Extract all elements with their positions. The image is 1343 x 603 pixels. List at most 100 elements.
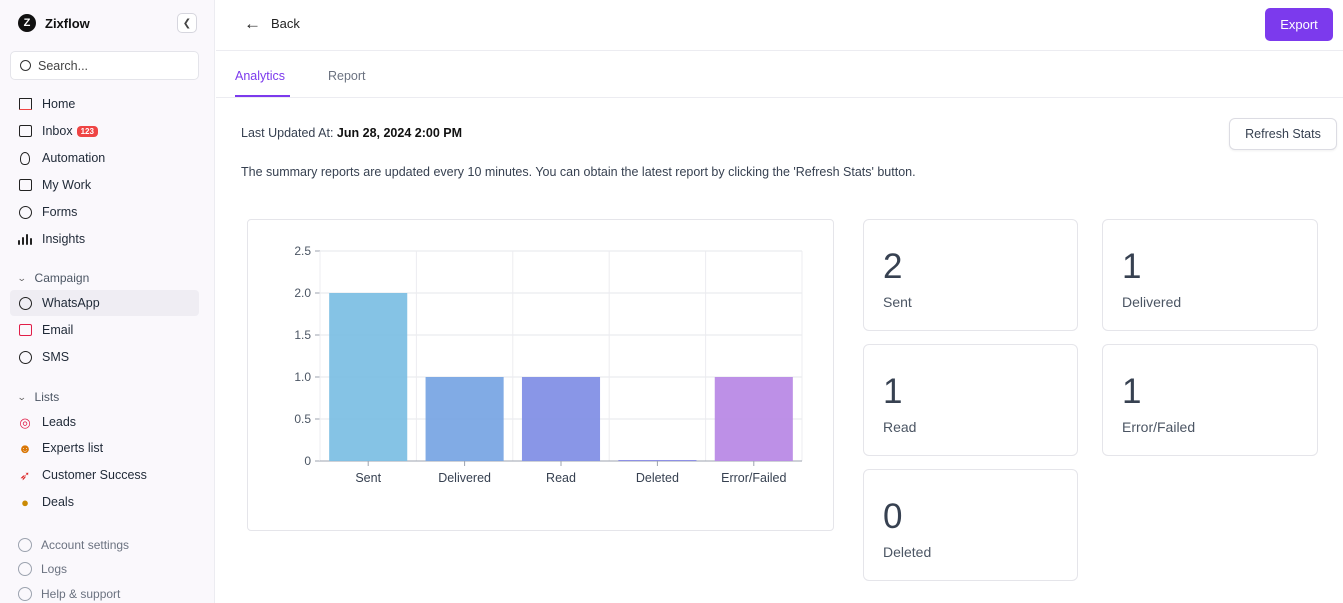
active-tab-indicator — [235, 95, 290, 97]
sidebar: Z Zixflow ❮ Home Inbox 123 Automation My… — [0, 0, 215, 603]
sidebar-item-label: Deals — [42, 495, 74, 509]
bar-deleted — [618, 460, 697, 461]
stat-label: Read — [883, 419, 917, 435]
sidebar-item-label: Email — [42, 323, 74, 337]
refresh-stats-button[interactable]: Refresh Stats — [1229, 118, 1337, 150]
nerd-face-emoji-icon: ☻ — [18, 440, 32, 456]
rocket-emoji-icon: ➶ — [19, 467, 31, 483]
stat-value: 1 — [1122, 247, 1142, 286]
help-icon — [18, 587, 32, 601]
sidebar-item-label: Customer Success — [42, 468, 147, 482]
bulb-icon — [18, 151, 32, 165]
y-tick-label: 2.0 — [294, 286, 311, 300]
back-label: Back — [271, 16, 300, 31]
sidebar-item-whatsapp[interactable]: WhatsApp — [10, 290, 199, 316]
tab-analytics[interactable]: Analytics — [235, 69, 286, 83]
y-tick-label: 1.5 — [294, 328, 311, 342]
stat-value: 0 — [883, 497, 903, 536]
arrow-left-icon: ← — [244, 14, 261, 33]
sidebar-item-sms[interactable]: SMS — [10, 344, 199, 370]
sidebar-item-label: Experts list — [42, 441, 104, 455]
home-icon — [18, 97, 32, 111]
collapse-sidebar-button[interactable]: ❮ — [177, 13, 197, 33]
sidebar-item-logs[interactable]: Logs — [18, 562, 67, 576]
y-tick-label: 1.0 — [294, 370, 311, 384]
sidebar-item-account-settings[interactable]: Account settings — [18, 538, 129, 552]
sidebar-item-inbox[interactable]: Inbox 123 — [10, 118, 199, 144]
sidebar-item-label: SMS — [42, 350, 70, 364]
stat-value: 2 — [883, 247, 903, 286]
sidebar-item-insights[interactable]: Insights — [10, 226, 199, 252]
stat-card-delivered: 1 Delivered — [1102, 219, 1318, 331]
x-tick-label: Read — [546, 471, 576, 485]
last-updated-value: Jun 28, 2024 2:00 PM — [336, 126, 462, 140]
stat-label: Deleted — [883, 544, 932, 560]
clock-icon — [18, 562, 32, 576]
sidebar-item-label: Inbox — [42, 124, 73, 138]
sidebar-item-my-work[interactable]: My Work — [10, 172, 199, 198]
stat-card-error-failed: 1 Error/Failed — [1102, 344, 1318, 456]
sidebar-item-help-support[interactable]: Help & support — [18, 587, 120, 601]
stat-value: 1 — [883, 372, 903, 411]
stat-value: 1 — [1122, 372, 1142, 411]
tab-report[interactable]: Report — [328, 69, 366, 83]
money-bag-emoji-icon: ● — [21, 494, 29, 510]
sidebar-item-label: WhatsApp — [42, 296, 100, 310]
y-tick-label: 2.5 — [294, 244, 311, 258]
sidebar-item-email[interactable]: Email — [10, 317, 199, 343]
chevron-left-icon: ❮ — [182, 17, 192, 29]
stat-card-sent: 2 Sent — [863, 219, 1078, 331]
sidebar-item-label: Automation — [42, 151, 106, 165]
chevron-down-icon: ⌄ — [16, 272, 27, 283]
zixflow-logo-icon: Z — [18, 14, 36, 32]
top-bar: ← Back Export — [216, 0, 1343, 51]
sidebar-item-label: My Work — [42, 178, 92, 192]
bar-read — [521, 377, 601, 461]
sidebar-item-home[interactable]: Home — [10, 91, 199, 117]
sidebar-item-automation[interactable]: Automation — [10, 145, 199, 171]
lists-section-header[interactable]: ⌄ Lists — [16, 390, 59, 404]
sidebar-item-customer-success[interactable]: ➶ Customer Success — [10, 462, 199, 488]
search-box[interactable] — [10, 51, 199, 80]
stat-label: Delivered — [1122, 294, 1182, 310]
section-label: Campaign — [34, 271, 90, 285]
x-tick-label: Deleted — [636, 471, 679, 485]
chat-bubble-icon — [18, 350, 32, 364]
inbox-icon — [18, 124, 32, 138]
bar-chart-icon — [18, 232, 32, 246]
sidebar-item-forms[interactable]: Forms — [10, 199, 199, 225]
stat-card-read: 1 Read — [863, 344, 1078, 456]
sidebar-item-label: Leads — [42, 415, 77, 429]
sidebar-item-experts-list[interactable]: ☻ Experts list — [10, 435, 199, 461]
stats-bar-chart: 0 0.5 1.0 1.5 2.0 2.5 Sent Delivered Read Deleted… — [294, 244, 803, 485]
inbox-count-badge: 123 — [76, 125, 98, 137]
sidebar-item-label: Logs — [41, 562, 68, 576]
y-tick-label: 0.5 — [294, 412, 311, 426]
sidebar-item-deals[interactable]: ● Deals — [10, 489, 199, 515]
summary-note: The summary reports are updated every 10… — [241, 165, 916, 179]
mail-icon — [18, 323, 32, 337]
sidebar-item-label: Forms — [42, 205, 78, 219]
x-tick-label: Sent — [355, 471, 381, 485]
stat-card-deleted: 0 Deleted — [863, 469, 1078, 581]
brand-name: Zixflow — [45, 15, 90, 31]
back-button[interactable]: ← Back — [244, 15, 300, 32]
tab-bar: Analytics Report — [216, 52, 1343, 98]
y-tick-label: 0 — [304, 454, 311, 468]
brand[interactable]: Z Zixflow — [18, 14, 90, 32]
bar-delivered — [425, 377, 504, 461]
checklist-icon — [18, 178, 32, 192]
sidebar-item-label: Account settings — [41, 538, 130, 552]
form-icon — [18, 205, 32, 219]
campaign-section-header[interactable]: ⌄ Campaign — [16, 271, 90, 285]
sidebar-item-leads[interactable]: ◎ Leads — [10, 409, 199, 435]
search-input[interactable] — [38, 58, 188, 73]
export-button[interactable]: Export — [1265, 8, 1333, 41]
chevron-down-icon: ⌄ — [16, 391, 27, 402]
stat-label: Error/Failed — [1122, 419, 1196, 435]
bar-error-failed — [714, 377, 793, 461]
stat-label: Sent — [883, 294, 912, 310]
whatsapp-icon — [18, 296, 32, 310]
sidebar-item-label: Help & support — [41, 587, 121, 601]
search-icon — [20, 60, 31, 71]
